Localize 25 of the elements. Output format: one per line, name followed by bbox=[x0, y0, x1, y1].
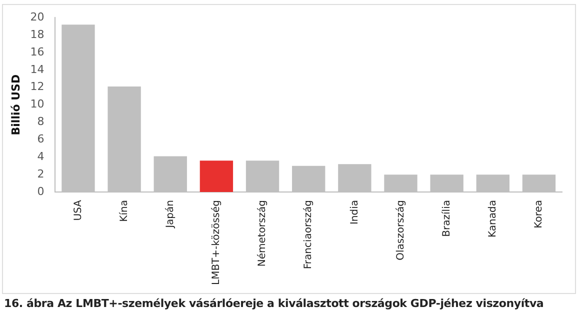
x-tick-label: Kanada bbox=[487, 200, 498, 238]
bar bbox=[200, 160, 234, 192]
y-tick-label: 18 bbox=[30, 28, 44, 41]
x-tick-label: LMBT+-közösség bbox=[211, 200, 222, 286]
x-tick-label: Brazília bbox=[441, 200, 452, 237]
y-tick-label: 14 bbox=[30, 62, 44, 76]
y-tick-label: 0 bbox=[37, 184, 44, 198]
x-tick-label: Franciaország bbox=[303, 200, 314, 270]
y-tick-label: 10 bbox=[30, 98, 44, 111]
y-tick-label: 20 bbox=[30, 10, 44, 24]
x-tick-label: Korea bbox=[534, 200, 545, 228]
y-tick-label: 2 bbox=[37, 167, 44, 180]
x-tick-label: India bbox=[349, 200, 360, 225]
y-tick-label: 8 bbox=[37, 115, 44, 128]
x-tick-label: Olaszország bbox=[395, 200, 406, 260]
y-tick-label: 16 bbox=[30, 45, 44, 58]
y-tick-label: 6 bbox=[37, 132, 44, 146]
text: 16. ábra Az LMBT+-személyek vásárlóereje a kiválasztott országok GDP-jéhez viszonyítva bbox=[4, 297, 544, 310]
x-tick-label: USA bbox=[72, 200, 84, 221]
y-axis-title: Billió USD bbox=[9, 74, 22, 136]
x-tick-label: Japán bbox=[164, 200, 176, 229]
y-tick-label: 4 bbox=[37, 150, 44, 163]
y-tick-label: 12 bbox=[30, 80, 44, 94]
x-tick-label: Kína bbox=[118, 200, 130, 222]
x-tick-label: Németország bbox=[257, 200, 268, 267]
